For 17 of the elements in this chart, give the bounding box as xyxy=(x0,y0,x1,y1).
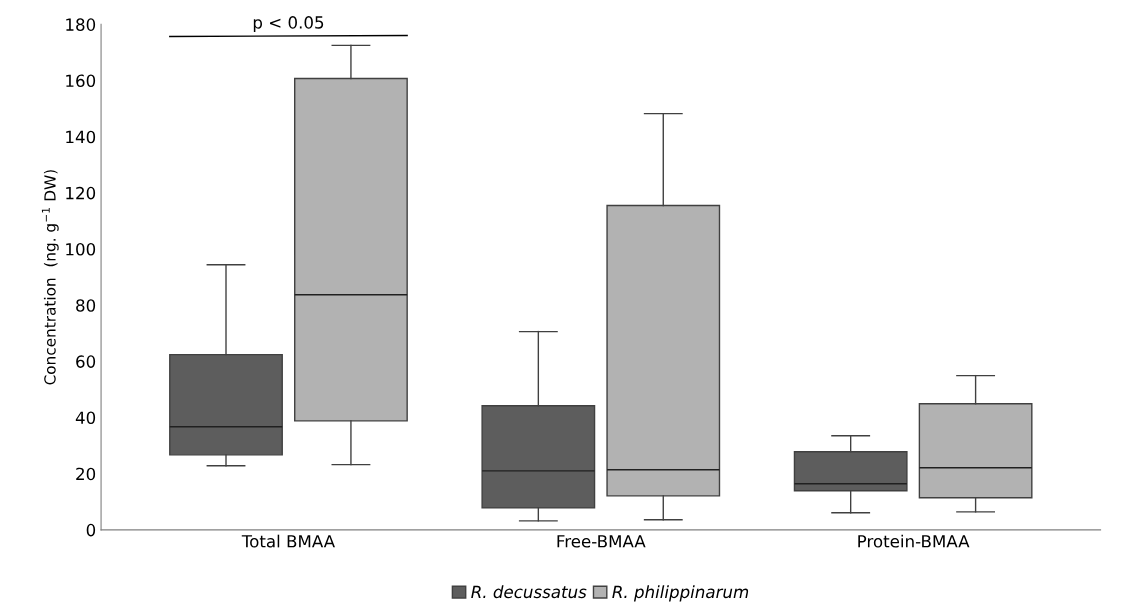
y-tick-label: 100 xyxy=(66,242,96,256)
annotation: p < 0.05 xyxy=(253,16,324,32)
y-tick-label: 60 xyxy=(76,355,96,368)
y-tick-label: 80 xyxy=(76,299,96,312)
y-tick-label: 160 xyxy=(66,74,96,88)
y-axis-title: Concentration (ng. g$^{−1}$ DW) xyxy=(41,170,59,385)
y-tick-label: 120 xyxy=(66,186,96,200)
x-tick-label: Protein-BMAA xyxy=(858,534,970,548)
y-tick-label: 20 xyxy=(76,467,96,481)
y-tick-label: 140 xyxy=(66,130,96,144)
legend-label: R. decussatus xyxy=(471,585,587,599)
legend-label: R. philippinarum xyxy=(612,585,749,602)
x-tick-label: Free-BMAA xyxy=(557,535,646,548)
y-tick-label: 180 xyxy=(66,18,96,31)
y-tick-label: 0 xyxy=(86,523,96,537)
x-tick-label: Total BMAA xyxy=(241,534,335,548)
y-tick-label: 40 xyxy=(75,411,96,425)
